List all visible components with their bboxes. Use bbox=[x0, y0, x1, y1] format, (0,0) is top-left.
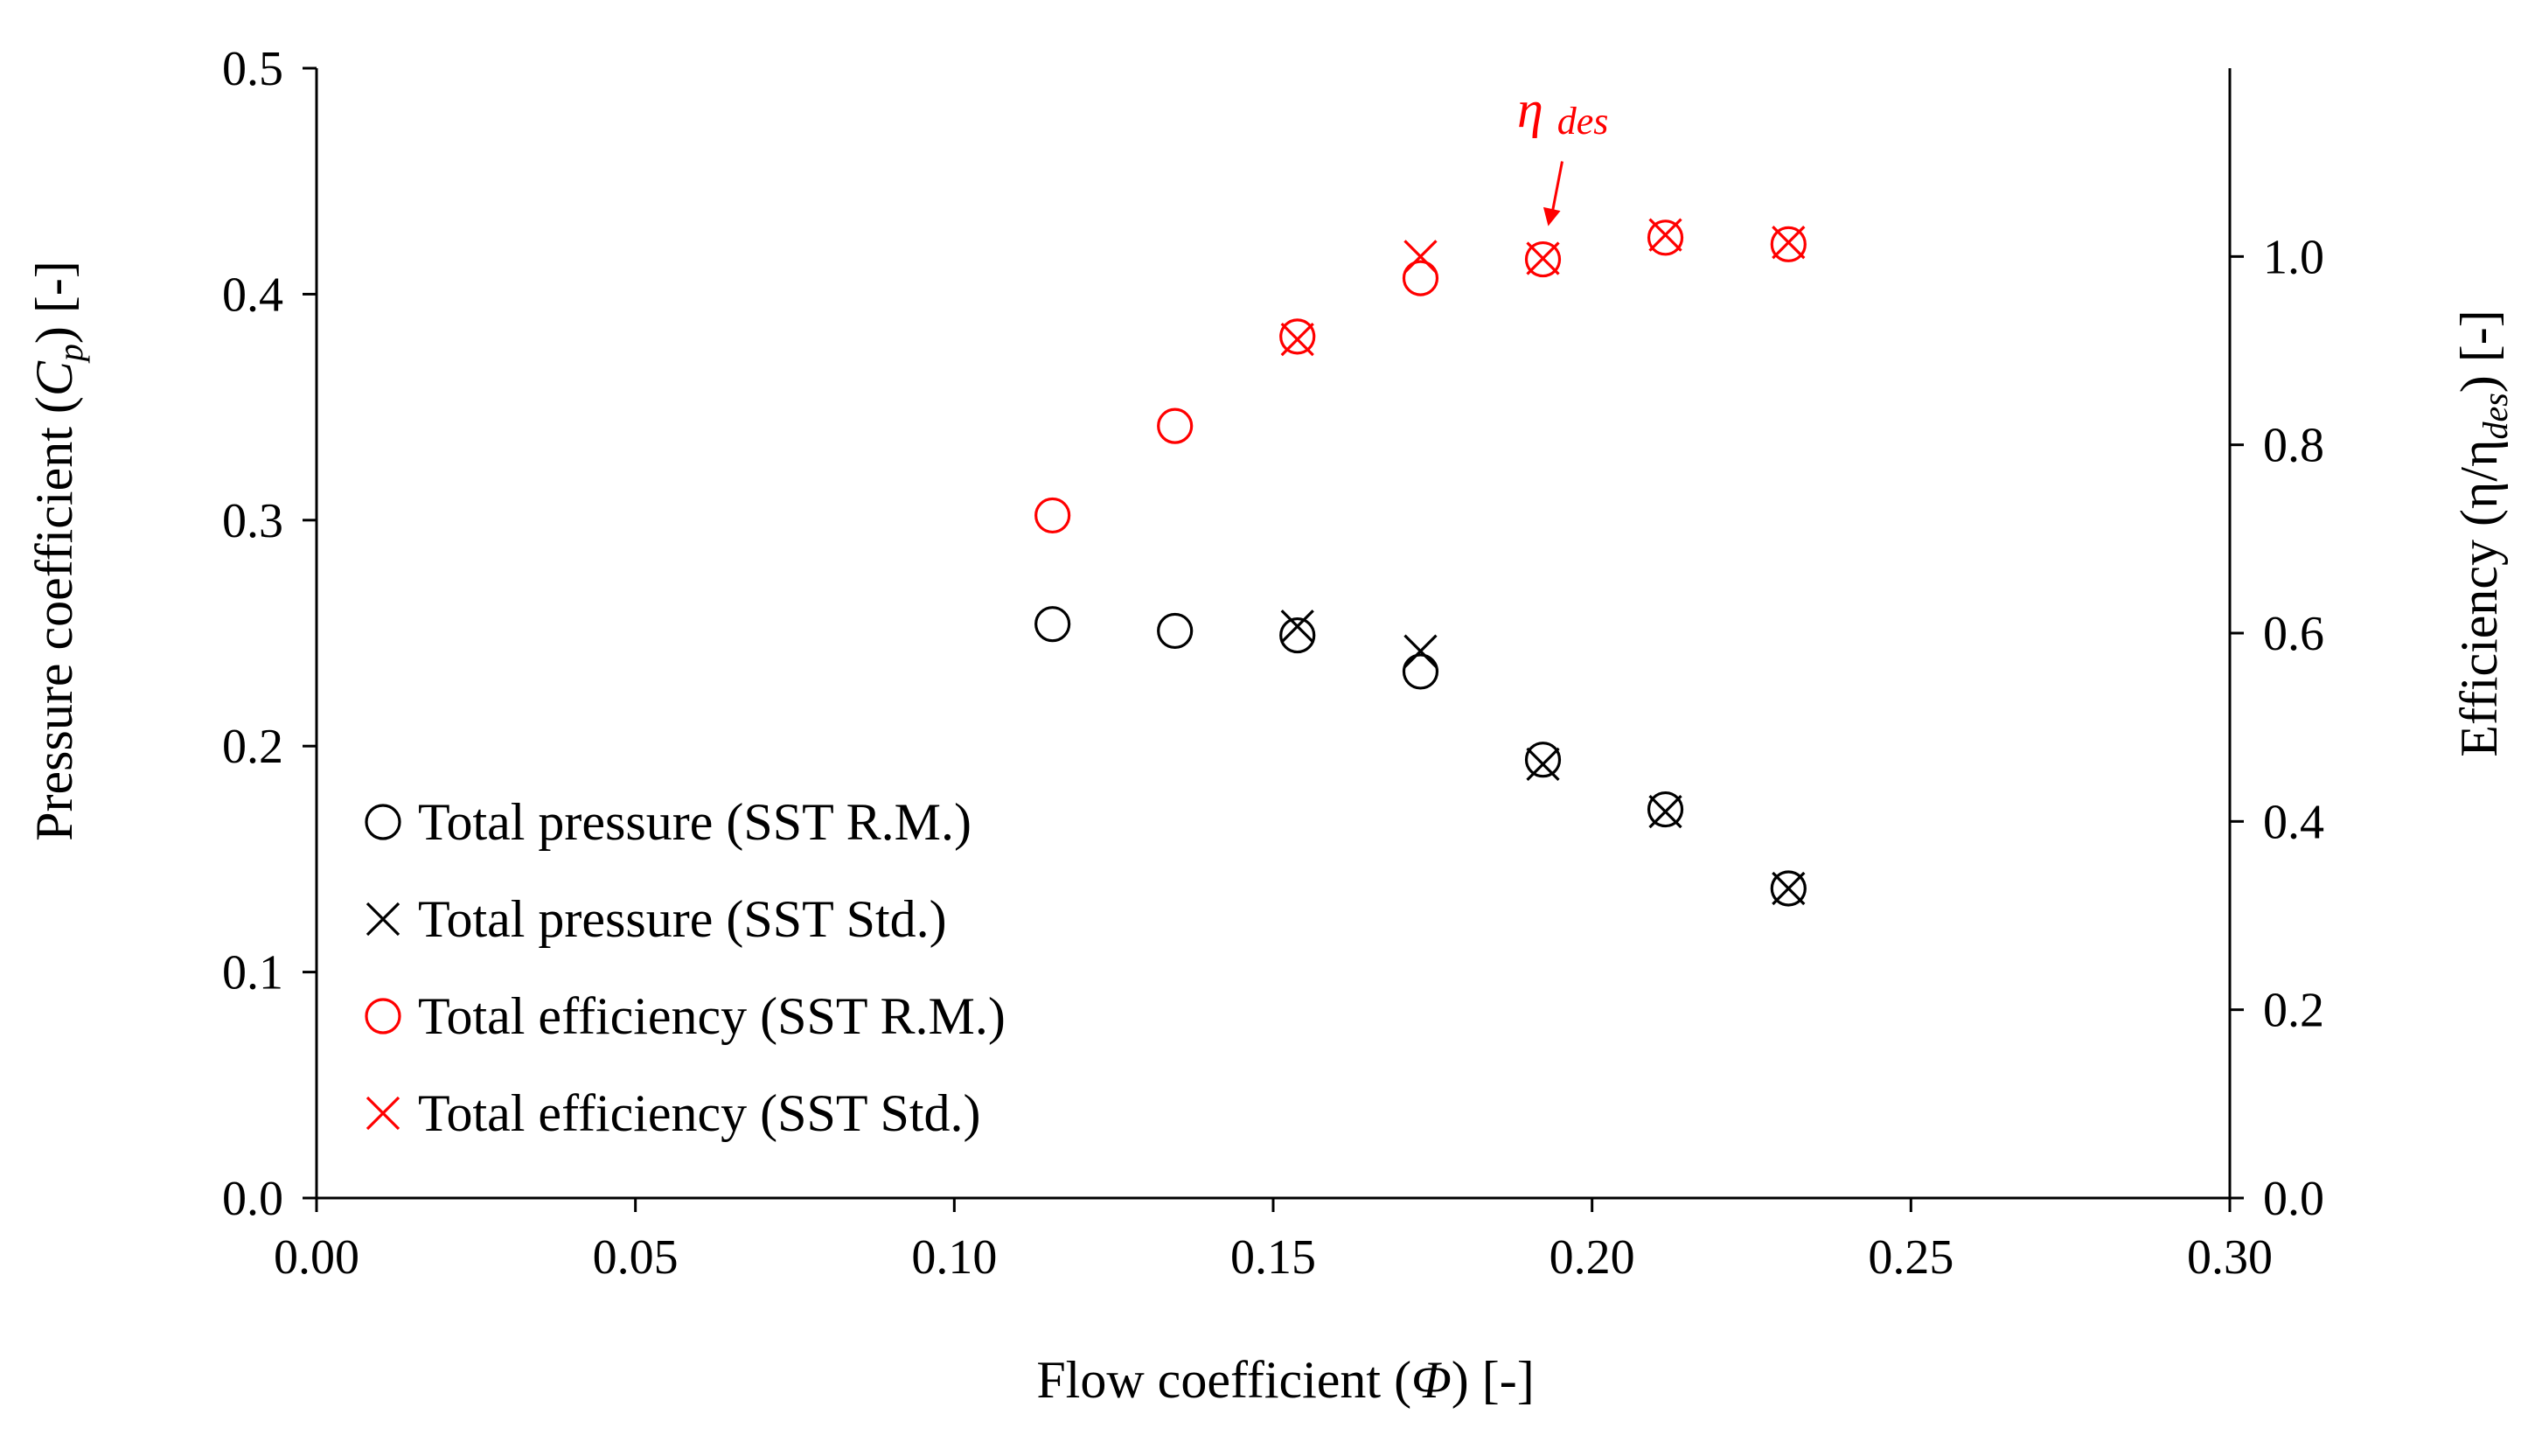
annotation-label: η des bbox=[1517, 80, 1608, 143]
x-axis-title: Flow coefficient (Φ) [-] bbox=[1036, 1351, 1534, 1409]
legend-item: Total efficiency (SST R.M.) bbox=[365, 987, 1006, 1045]
series-2 bbox=[1280, 610, 1806, 906]
annotation-arrow-head bbox=[1543, 206, 1561, 226]
left-y-tick-label: 0.3 bbox=[222, 494, 283, 548]
x-marker bbox=[1526, 747, 1560, 782]
annotation-arrow-line bbox=[1550, 161, 1563, 216]
x-tick-label: 0.15 bbox=[1230, 1230, 1316, 1285]
design-point-annotation: η des bbox=[1517, 80, 1608, 226]
circle-marker bbox=[1157, 612, 1194, 650]
x-axis-ticks: 0.00 0.05 0.10 0.15 0.20 0.25 0.30 bbox=[274, 1198, 2273, 1285]
legend-circle-marker bbox=[365, 998, 401, 1035]
legend: Total pressure (SST R.M.) Total pressure … bbox=[365, 793, 1006, 1142]
x-tick-label: 0.25 bbox=[1868, 1230, 1953, 1285]
right-y-tick-label: 0.8 bbox=[2263, 419, 2324, 473]
x-tick-label: 0.20 bbox=[1550, 1230, 1635, 1285]
x-marker bbox=[1772, 871, 1806, 906]
circle-marker bbox=[1034, 606, 1071, 643]
circle-marker bbox=[1770, 226, 1807, 262]
legend-item: Total pressure (SST Std.) bbox=[366, 890, 947, 948]
legend-label: Total pressure (SST Std.) bbox=[418, 890, 947, 948]
circle-marker bbox=[1524, 742, 1562, 778]
circle-marker bbox=[1402, 260, 1439, 296]
x-marker bbox=[1526, 241, 1560, 275]
x-marker bbox=[1648, 218, 1682, 252]
x-tick-label: 0.10 bbox=[911, 1230, 997, 1285]
right-y-tick-label: 0.0 bbox=[2263, 1172, 2324, 1226]
x-marker bbox=[1403, 240, 1438, 274]
circle-marker bbox=[1402, 653, 1439, 690]
circle-marker bbox=[1157, 408, 1194, 444]
right-y-axis-ticks: 0.0 0.2 0.4 0.6 0.8 1.0 bbox=[2230, 230, 2324, 1226]
left-y-axis-title: Pressure coefficient (Cp) [-] bbox=[25, 261, 90, 841]
x-marker bbox=[1772, 226, 1806, 260]
x-marker bbox=[1648, 795, 1682, 829]
left-y-tick-label: 0.0 bbox=[222, 1172, 283, 1226]
legend-item: Total pressure (SST R.M.) bbox=[365, 793, 972, 851]
legend-label: Total efficiency (SST Std.) bbox=[418, 1084, 980, 1142]
right-y-tick-label: 0.2 bbox=[2263, 984, 2324, 1038]
legend-x-marker bbox=[366, 902, 400, 937]
x-tick-label: 0.30 bbox=[2187, 1230, 2273, 1285]
x-marker bbox=[1280, 322, 1314, 357]
right-y-tick-label: 0.4 bbox=[2263, 795, 2324, 849]
legend-label: Total pressure (SST R.M.) bbox=[418, 793, 972, 851]
x-tick-label: 0.00 bbox=[274, 1230, 359, 1285]
x-tick-label: 0.05 bbox=[593, 1230, 679, 1285]
circle-marker bbox=[1279, 617, 1316, 654]
series-4 bbox=[1280, 218, 1806, 357]
circle-marker bbox=[1034, 497, 1071, 534]
circle-marker bbox=[1647, 791, 1684, 828]
x-marker bbox=[1403, 634, 1438, 668]
left-y-tick-label: 0.2 bbox=[222, 720, 283, 774]
left-y-tick-label: 0.1 bbox=[222, 946, 283, 1000]
series-1 bbox=[1034, 606, 1807, 907]
data-points bbox=[1034, 218, 1807, 907]
left-y-tick-label: 0.5 bbox=[222, 42, 283, 96]
circle-marker bbox=[1524, 240, 1562, 278]
circle-marker bbox=[1647, 219, 1684, 256]
legend-circle-marker bbox=[365, 804, 401, 840]
left-y-axis-ticks: 0.0 0.1 0.2 0.3 0.4 0.5 bbox=[222, 42, 317, 1226]
legend-label: Total efficiency (SST R.M.) bbox=[418, 987, 1006, 1045]
right-y-axis-title: Efficiency (η/ηdes) [-] bbox=[2450, 310, 2515, 756]
circle-marker bbox=[1279, 318, 1316, 355]
legend-x-marker bbox=[366, 1096, 400, 1131]
legend-item: Total efficiency (SST Std.) bbox=[366, 1084, 980, 1142]
right-y-tick-label: 0.6 bbox=[2263, 607, 2324, 661]
x-marker bbox=[1280, 610, 1314, 644]
right-y-tick-label: 1.0 bbox=[2263, 230, 2324, 284]
left-y-tick-label: 0.4 bbox=[222, 268, 283, 322]
series-3 bbox=[1034, 219, 1807, 534]
circle-marker bbox=[1770, 870, 1807, 907]
